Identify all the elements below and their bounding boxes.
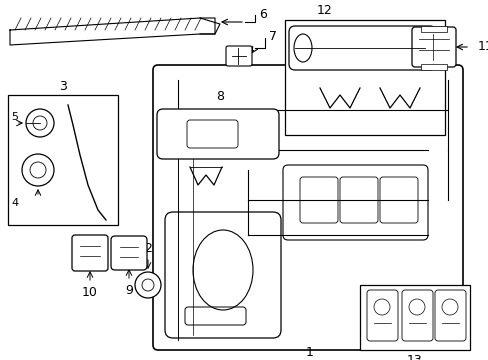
FancyBboxPatch shape <box>153 65 462 350</box>
Text: 12: 12 <box>317 4 332 17</box>
FancyBboxPatch shape <box>411 27 455 67</box>
Text: 10: 10 <box>82 285 98 298</box>
FancyBboxPatch shape <box>288 26 435 70</box>
FancyBboxPatch shape <box>111 236 147 270</box>
Bar <box>8 95 118 225</box>
FancyBboxPatch shape <box>225 46 251 66</box>
Text: 5: 5 <box>11 112 18 122</box>
Text: 1: 1 <box>305 346 313 359</box>
FancyBboxPatch shape <box>72 235 108 271</box>
FancyBboxPatch shape <box>157 109 279 159</box>
Circle shape <box>26 109 54 137</box>
Bar <box>420 64 446 70</box>
Circle shape <box>22 154 54 186</box>
Text: 8: 8 <box>216 90 224 104</box>
Text: 3: 3 <box>59 81 67 94</box>
Bar <box>420 26 446 32</box>
Text: 7: 7 <box>268 31 276 44</box>
Polygon shape <box>10 18 215 45</box>
Bar <box>359 285 469 350</box>
Text: 9: 9 <box>125 284 133 297</box>
Circle shape <box>135 272 161 298</box>
Text: 6: 6 <box>259 8 266 21</box>
Bar <box>155 105 285 200</box>
Text: 4: 4 <box>11 198 18 208</box>
Text: 2: 2 <box>144 242 152 255</box>
Text: 11: 11 <box>477 40 488 54</box>
Polygon shape <box>200 18 220 34</box>
Bar <box>285 20 444 135</box>
Text: 13: 13 <box>407 354 422 360</box>
